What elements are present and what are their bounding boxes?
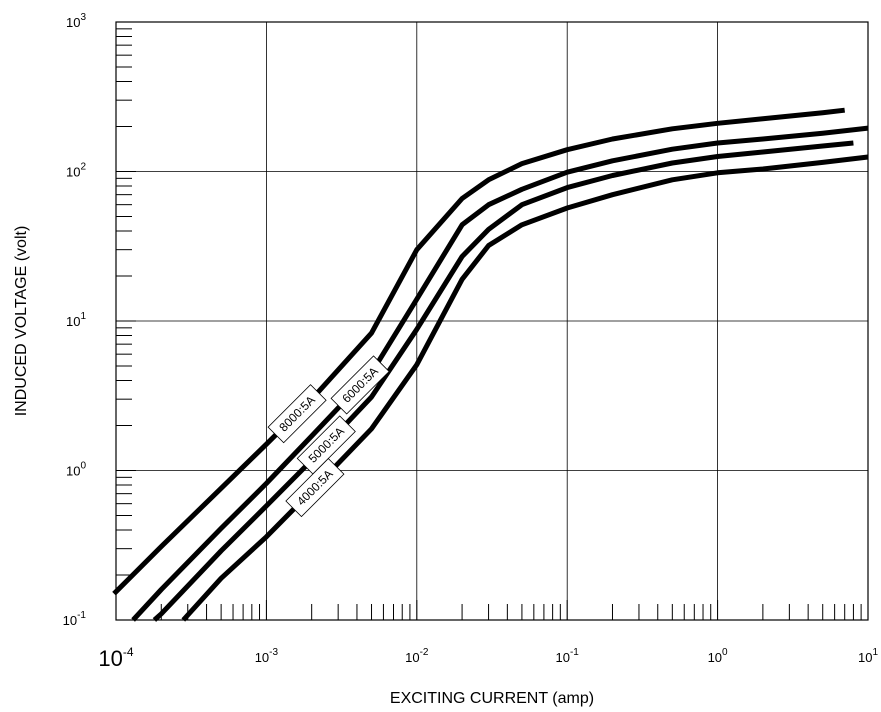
tick-label-layer: 10-4 10-3 10-2 10-1 100 101 10-1 100 101 102 103 [63, 12, 879, 671]
tick-label: 101 [66, 311, 86, 329]
series-line-1 [112, 107, 845, 596]
tick-label: 10-1 [556, 647, 580, 665]
curve-label-box [296, 415, 356, 475]
tick-label: 10-3 [255, 647, 279, 665]
minor-tick-layer [115, 28, 862, 621]
tick-label: 10-4 [98, 645, 133, 671]
tick-label: 10-1 [63, 610, 87, 628]
tick-label: 100 [708, 647, 728, 665]
tick-label: 102 [66, 162, 86, 180]
x-axis-title: EXCITING CURRENT (amp) [390, 690, 594, 707]
curve-label-box [330, 355, 390, 415]
series-layer [112, 107, 869, 622]
curve-label-1: 8000:5A [267, 384, 327, 444]
series-line-2 [131, 125, 869, 622]
curve-label-box [267, 384, 327, 444]
series-line-4 [181, 154, 869, 622]
curve-label-box [285, 458, 345, 518]
plot-frame [115, 21, 869, 621]
tick-label: 101 [858, 647, 878, 665]
grid-layer [116, 22, 868, 620]
tick-label: 100 [66, 461, 86, 479]
y-axis-title: INDUCED VOLTAGE (volt) [13, 226, 30, 417]
tick-label: 103 [66, 12, 86, 30]
series-line-3 [152, 140, 854, 622]
tick-label: 10-2 [405, 647, 429, 665]
